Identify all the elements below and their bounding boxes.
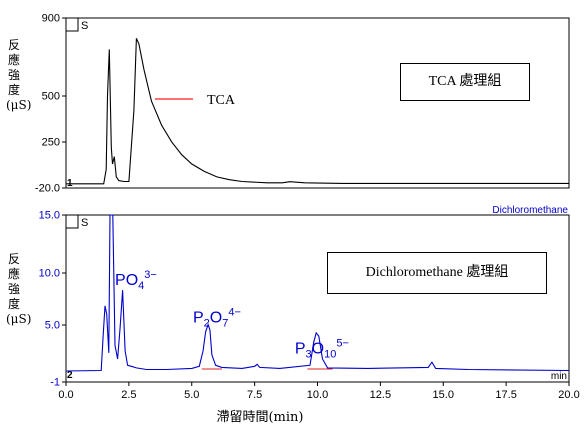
y-tick-label: -20.0 bbox=[35, 183, 60, 195]
x-tick-label: 17.5 bbox=[495, 389, 516, 401]
dichloromethane-group-box: Dichloromethane 處理組 bbox=[327, 252, 547, 294]
channel-label: 2 bbox=[67, 370, 73, 381]
y-tick-label: 15.0 bbox=[39, 210, 60, 222]
peak-label: PO43− bbox=[115, 269, 157, 292]
x-tick-label: 0.0 bbox=[58, 389, 73, 401]
dichloromethane-group-label: Dichloromethane 處理組 bbox=[365, 265, 509, 280]
trace-marker-bracket bbox=[66, 215, 79, 229]
y-tick-label: -1 bbox=[50, 377, 60, 389]
tca-group-label: TCA 處理組 bbox=[428, 74, 502, 89]
y-tick-label: 500 bbox=[42, 91, 60, 103]
peak-label-base: P bbox=[193, 310, 204, 327]
x-tick-label: 2.5 bbox=[121, 389, 136, 401]
x-tick-label: 15.0 bbox=[433, 389, 454, 401]
peak-label-mid: O bbox=[312, 340, 324, 357]
series-label-dichloromethane: Dichloromethane bbox=[492, 205, 568, 216]
peak-label-base: PO bbox=[115, 272, 138, 289]
y-tick-label: 10.0 bbox=[39, 268, 60, 280]
peak-label-mid: O bbox=[210, 310, 222, 327]
peak-label-subscript2: 7 bbox=[222, 318, 228, 330]
peak-label: P2O74− bbox=[193, 307, 241, 330]
bottom-panel: 15.0 10.0 5.0 -1 S 2 Dichloromethane 0.0 2.5 5.0 7… bbox=[39, 205, 580, 425]
trace-marker: S bbox=[81, 217, 88, 229]
tca-group-box: TCA 處理組 bbox=[400, 63, 530, 101]
peak-label-superscript: 3− bbox=[144, 269, 157, 281]
peak-label: P3O105− bbox=[295, 337, 349, 360]
peak-label-subscript: 4 bbox=[138, 280, 144, 292]
x-tick-label: 5.0 bbox=[184, 389, 199, 401]
x-tick-label: 20.0 bbox=[558, 389, 579, 401]
peak-label-subscript: 2 bbox=[204, 318, 210, 330]
x-tick-label: 7.5 bbox=[247, 389, 262, 401]
trace-marker-bracket bbox=[66, 18, 79, 32]
y-tick-label: 900 bbox=[42, 13, 60, 25]
y-tick-label: 5.0 bbox=[45, 320, 60, 332]
peak-label-base: P bbox=[295, 340, 306, 357]
series-line bbox=[66, 38, 569, 185]
x-tick-label: 10.0 bbox=[307, 389, 328, 401]
x-axis-title: 滯留時間(min) bbox=[216, 410, 303, 425]
top-y-axis-label: 反應強度(μS) bbox=[6, 38, 32, 112]
peak-label-superscript: 4− bbox=[228, 307, 241, 319]
trace-marker: S bbox=[81, 20, 88, 32]
x-unit-label: min bbox=[551, 371, 567, 382]
peak-label-subscript: 3 bbox=[306, 348, 312, 360]
plot-frame bbox=[65, 17, 570, 189]
peak-label-superscript: 5− bbox=[336, 337, 349, 349]
series-line bbox=[65, 214, 570, 372]
x-tick-label: 12.5 bbox=[370, 389, 391, 401]
y-tick-label: 250 bbox=[42, 137, 60, 149]
legend-entry-tca: TCA bbox=[207, 93, 236, 108]
peak-label-subscript2: 10 bbox=[324, 348, 336, 360]
bottom-y-axis-label: 反應強度(μS) bbox=[6, 252, 32, 326]
